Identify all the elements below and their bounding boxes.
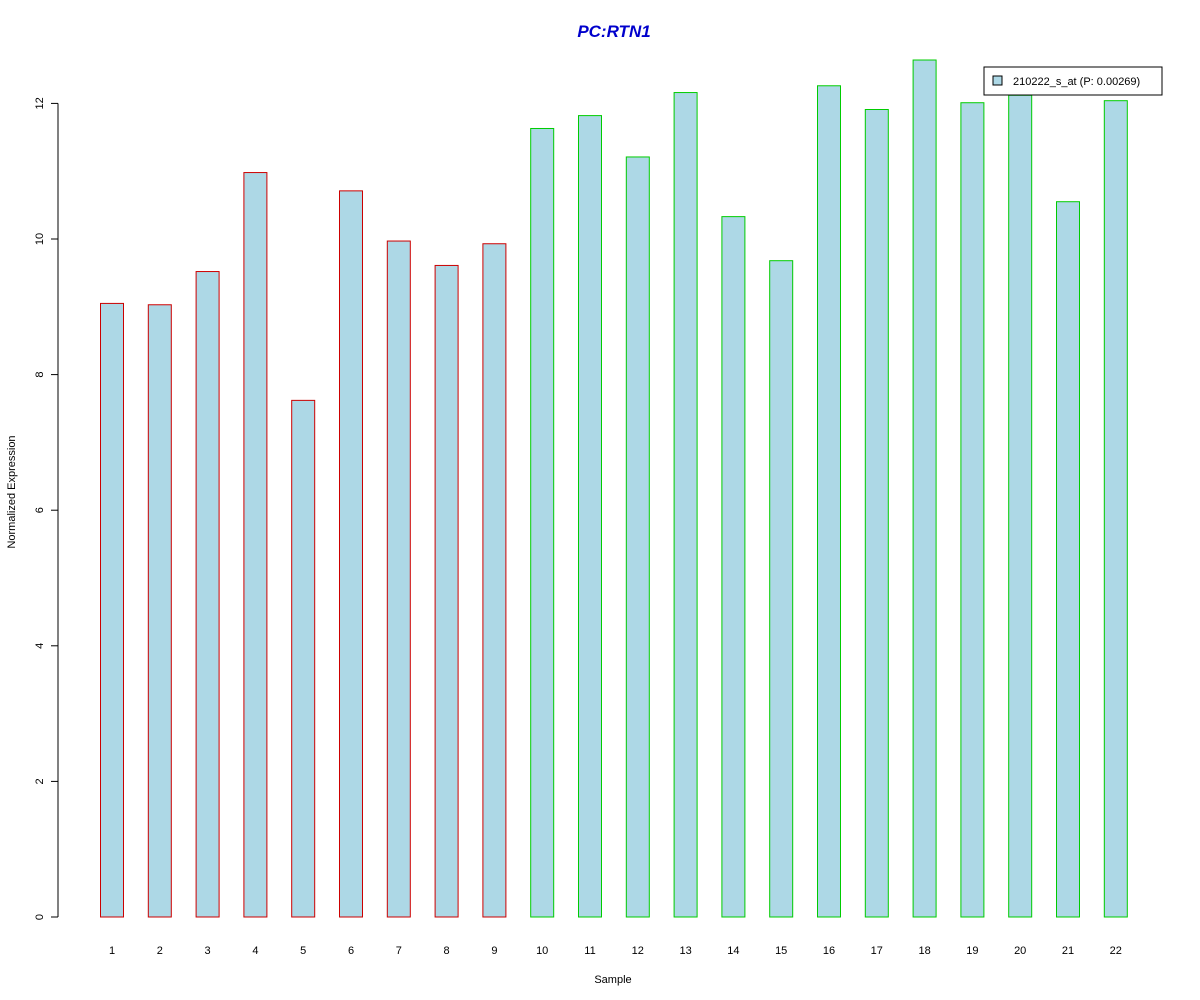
x-tick-label: 9: [491, 945, 497, 957]
x-tick-label: 7: [396, 945, 402, 957]
x-tick-label: 18: [918, 945, 930, 957]
bar-sample-6: [339, 190, 363, 918]
x-tick-label: 20: [1014, 945, 1026, 957]
y-axis: 0 2 4 6 8 10 12: [34, 97, 59, 920]
x-tick-label: 5: [300, 945, 306, 957]
x-axis-label: Sample: [594, 974, 631, 986]
x-tick-label: 12: [632, 945, 644, 957]
y-tick-label: 10: [34, 233, 46, 245]
legend: 210222_s_at (P: 0.00269): [983, 66, 1163, 96]
x-tick-label: 15: [775, 945, 787, 957]
bar-sample-21: [1056, 201, 1080, 918]
legend-entry-label: 210222_s_at (P: 0.00269): [1013, 76, 1140, 88]
bar-sample-13: [673, 92, 698, 918]
bar-sample-11: [578, 115, 602, 918]
bar-sample-19: [960, 102, 985, 918]
bar-sample-2: [147, 304, 172, 918]
bar-sample-9: [482, 243, 507, 918]
y-tick-label: 2: [34, 778, 46, 784]
x-tick-label: 2: [157, 945, 163, 957]
legend-swatch: [992, 75, 1003, 86]
x-tick-label: 17: [871, 945, 883, 957]
x-tick-label: 21: [1062, 945, 1074, 957]
y-tick-label: 8: [34, 372, 46, 378]
x-tick-labels: 1 2 3 4 5 6 7 8 9 10 11 12 13 14 15 16 17 18 19 20 21 22: [109, 945, 1122, 957]
bar-sample-7: [386, 240, 411, 918]
x-tick-label: 19: [966, 945, 978, 957]
chart-title: PC:RTN1: [577, 22, 650, 41]
legend-box: [983, 66, 1163, 96]
bar-sample-16: [817, 85, 841, 918]
bar-sample-4: [243, 172, 268, 918]
bar-sample-10: [530, 127, 555, 918]
x-tick-label: 10: [536, 945, 548, 957]
x-tick-label: 13: [679, 945, 691, 957]
x-tick-label: 11: [584, 945, 595, 957]
x-tick-label: 14: [727, 945, 739, 957]
bar-sample-3: [195, 271, 220, 918]
bar-sample-15: [769, 260, 794, 918]
bar-sample-8: [434, 264, 459, 918]
bar-sample-12: [625, 156, 650, 918]
bar-sample-5: [291, 399, 316, 918]
y-tick-label: 12: [34, 97, 46, 109]
y-axis-label: Normalized Expression: [6, 435, 18, 548]
y-tick-label: 0: [34, 914, 46, 920]
bar-sample-17: [864, 109, 889, 918]
y-tick-label: 4: [34, 643, 46, 649]
bars-group: [100, 59, 1128, 918]
x-tick-label: 8: [444, 945, 450, 957]
bar-sample-20: [1008, 94, 1033, 918]
x-tick-label: 6: [348, 945, 354, 957]
bar-sample-14: [721, 216, 746, 918]
bar-sample-1: [100, 302, 124, 918]
x-tick-label: 3: [205, 945, 211, 957]
x-tick-label: 22: [1110, 945, 1122, 957]
x-tick-label: 4: [252, 945, 258, 957]
x-tick-label: 1: [109, 945, 115, 957]
bar-sample-22: [1103, 100, 1128, 918]
y-tick-label: 6: [34, 507, 46, 513]
x-tick-label: 16: [823, 945, 835, 957]
bar-sample-18: [912, 59, 937, 918]
